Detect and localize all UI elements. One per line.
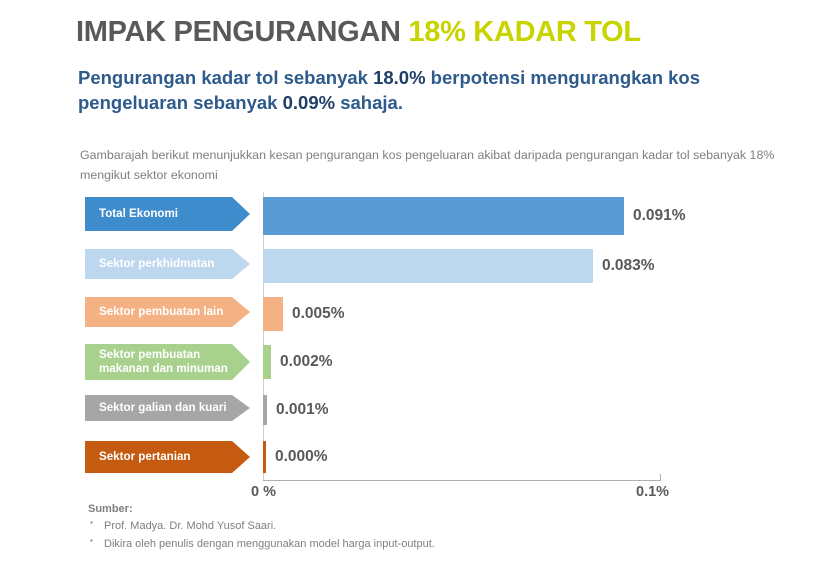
chart-row: Sektor galian dan kuari 0.001% [0,395,840,425]
category-label-text: Sektor pertanian [99,450,191,464]
subtitle: Pengurangan kadar tol sebanyak 18.0% ber… [78,66,778,115]
bar-value-1: 0.091% [633,207,686,224]
category-label-text: Sektor pembuatan lain [99,305,224,319]
source-item: Dikira oleh penulis dengan menggunakan m… [88,535,435,554]
bar-value-4: 0.002% [280,353,333,370]
bar-2 [263,249,593,283]
chart-row: Sektor pembuatan lain 0.005% [0,297,840,331]
chart-row: Sektor pertanian 0.000% [0,441,840,473]
source-list: Prof. Madya. Dr. Mohd Yusof Saari.Dikira… [88,517,435,554]
chart-row: Sektor pembuatan makanan dan minuman 0.002… [0,344,840,380]
bar-value-5: 0.001% [276,401,329,418]
category-label-2: Sektor perkhidmatan [85,249,250,279]
source-heading: Sumber: [88,503,133,515]
bar-value-6: 0.000% [275,448,328,465]
subtitle-value-cost: 0.09% [282,91,336,113]
x-axis-label-max: 0.1% [636,484,670,500]
x-axis-label-min: 0 % [251,484,276,500]
bar-value-3: 0.005% [292,305,345,322]
bar-value-2: 0.083% [602,257,655,274]
category-label-text: Sektor perkhidmatan [99,257,215,271]
category-label-1: Total Ekonomi [85,197,250,231]
category-label-text: Sektor pembuatan makanan dan minuman [99,348,228,375]
category-label-5: Sektor galian dan kuari [85,395,250,421]
chart-row: Sektor perkhidmatan 0.083% [0,249,840,283]
subtitle-text-1: Pengurangan kadar tol sebanyak [78,67,374,88]
bar-1 [263,197,624,235]
subtitle-text-2: berpotensi mengurangkan kos pengeluaran … [78,67,701,113]
bar-3 [263,297,283,331]
bar-4 [263,345,271,379]
category-label-6: Sektor pertanian [85,441,250,473]
subtitle-value-reduction: 18.0% [373,67,426,88]
plot-frame [263,192,661,480]
category-label-4: Sektor pembuatan makanan dan minuman [85,344,250,380]
x-axis-line [263,480,660,481]
bar-5 [263,395,267,425]
category-label-text: Sektor galian dan kuari [99,401,227,415]
bar-chart: 0 % 0.1% Total Ekonomi 0.091% Sektor perkh… [0,192,840,500]
chart-description: Gambarajah berikut menunjukkan kesan pen… [80,148,775,183]
subtitle-period: . [397,91,403,113]
page-title-highlight: 18% KADAR TOL [408,16,641,48]
category-label-text: Total Ekonomi [99,207,179,221]
subtitle-text-3: sahaja [335,91,398,113]
chart-row: Total Ekonomi 0.091% [0,197,840,235]
source-item: Prof. Madya. Dr. Mohd Yusof Saari. [88,517,435,536]
source-block: Sumber: Prof. Madya. Dr. Mohd Yusof Saar… [88,503,435,554]
page-title-main: IMPAK PENGURANGAN [76,16,409,48]
page-title: IMPAK PENGURANGAN 18% KADAR TOL [76,16,641,49]
x-axis-tick-max [660,474,661,481]
bar-6 [263,441,266,473]
category-label-3: Sektor pembuatan lain [85,297,250,327]
